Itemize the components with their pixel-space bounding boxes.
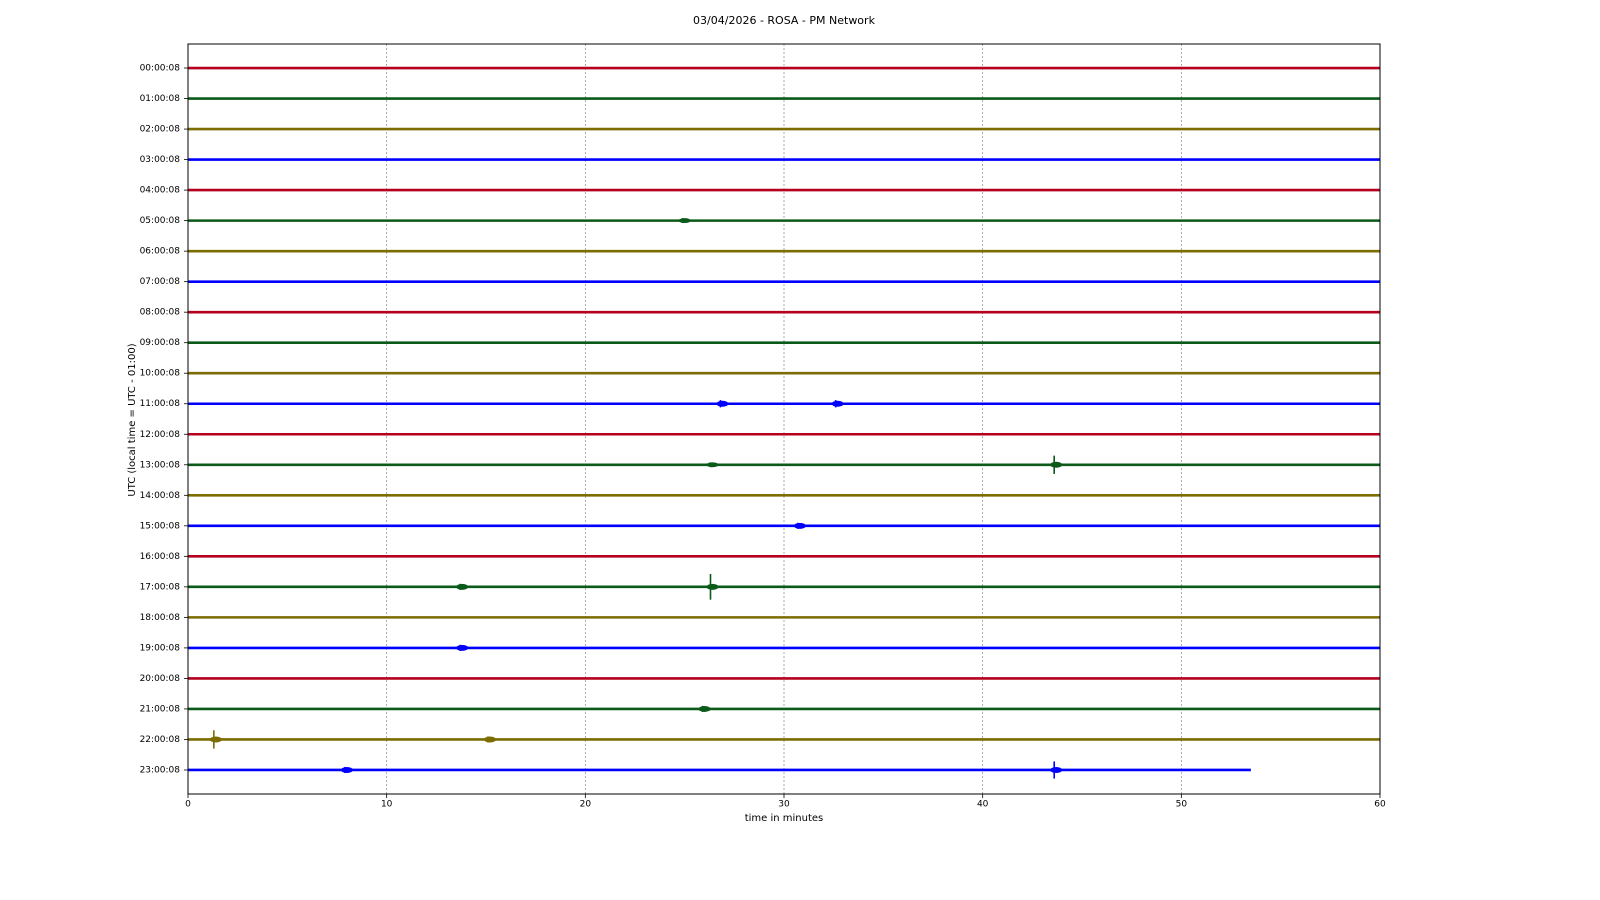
y-tick-label: 17:00:08 xyxy=(140,582,181,592)
y-tick-label: 03:00:08 xyxy=(140,155,181,165)
y-tick-label: 18:00:08 xyxy=(140,613,181,623)
event-burst xyxy=(698,705,711,712)
event-burst xyxy=(706,583,719,590)
x-tick-label: 60 xyxy=(1374,800,1386,810)
y-tick-label: 00:00:08 xyxy=(140,64,181,74)
x-axis-label: time in minutes xyxy=(745,813,824,824)
event-burst xyxy=(831,400,844,407)
event-burst xyxy=(793,522,806,529)
y-tick-label: 19:00:08 xyxy=(140,643,181,653)
event-burst xyxy=(340,766,353,773)
x-tick-label: 40 xyxy=(977,800,989,810)
y-tick-label: 09:00:08 xyxy=(140,338,181,348)
y-tick-label: 23:00:08 xyxy=(140,765,181,775)
y-tick-label: 06:00:08 xyxy=(140,247,181,257)
x-tick-label: 30 xyxy=(778,800,790,810)
y-tick-label: 05:00:08 xyxy=(140,216,181,226)
event-burst xyxy=(1050,461,1063,468)
event-burst xyxy=(1050,766,1063,773)
y-tick-label: 16:00:08 xyxy=(140,552,181,562)
y-tick-label: 01:00:08 xyxy=(140,94,181,104)
event-burst xyxy=(716,400,729,407)
y-tick-label: 22:00:08 xyxy=(140,735,181,745)
y-tick-label: 15:00:08 xyxy=(140,521,181,531)
x-tick-label: 20 xyxy=(580,800,592,810)
y-tick-label: 13:00:08 xyxy=(140,460,181,470)
y-tick-label: 21:00:08 xyxy=(140,704,181,714)
x-tick-label: 0 xyxy=(185,800,191,810)
event-burst xyxy=(456,583,469,590)
y-tick-label: 11:00:08 xyxy=(140,399,181,409)
event-burst xyxy=(678,218,691,224)
event-burst xyxy=(456,644,469,651)
y-tick-label: 07:00:08 xyxy=(140,277,181,287)
y-axis-label: UTC (local time = UTC - 01:00) xyxy=(127,343,138,496)
plot-frame xyxy=(187,43,1381,795)
chart-title: 03/04/2026 - ROSA - PM Network xyxy=(693,14,876,27)
y-tick-label: 02:00:08 xyxy=(140,125,181,135)
event-burst xyxy=(706,462,719,468)
event-burst xyxy=(209,736,222,743)
y-tick-label: 14:00:08 xyxy=(140,491,181,501)
x-tick-label: 50 xyxy=(1176,800,1188,810)
y-tick-label: 08:00:08 xyxy=(140,308,181,318)
y-tick-label: 12:00:08 xyxy=(140,430,181,440)
y-tick-label: 04:00:08 xyxy=(140,186,181,196)
y-tick-label: 20:00:08 xyxy=(140,674,181,684)
event-burst xyxy=(483,736,496,743)
x-tick-label: 10 xyxy=(381,800,393,810)
y-tick-label: 10:00:08 xyxy=(140,369,181,379)
